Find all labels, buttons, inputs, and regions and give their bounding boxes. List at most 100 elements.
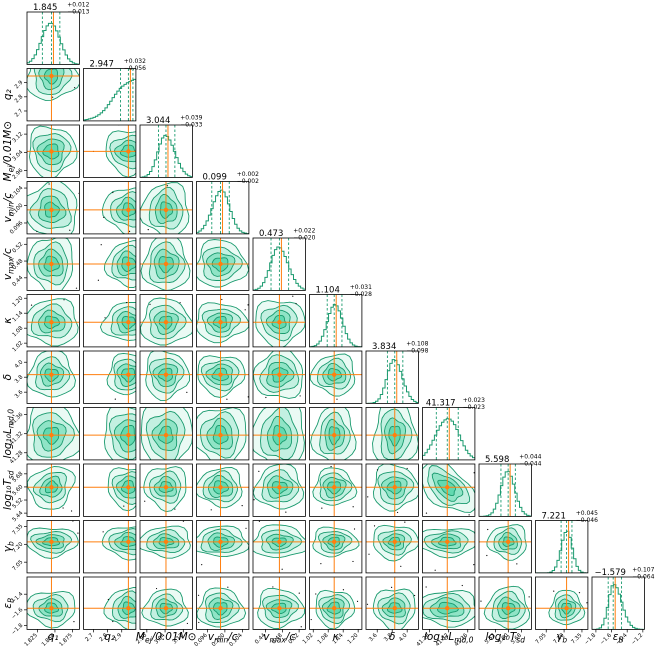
contour-panel-6-0: 3.6 3.8 4.0 <box>14 350 80 404</box>
sample-point-3-1-4 <box>128 230 131 232</box>
histogram-6 <box>366 359 419 404</box>
sample-point-10-1-2 <box>137 625 138 626</box>
sample-point-3-0-3 <box>36 230 38 233</box>
y-tick-label-1-0: 2.7 <box>14 108 25 119</box>
sample-point-1-0-0 <box>35 58 36 59</box>
param-plus-9: +0.045 <box>576 510 598 517</box>
contour-panel-4-2 <box>139 237 193 291</box>
contour-panel-10-4: 0.44 0.48 0.52 <box>252 576 306 645</box>
y-axis-label-10: εB <box>2 598 16 609</box>
sample-point-6-4-1 <box>299 395 301 397</box>
sample-point-3-2-0 <box>199 208 200 209</box>
sample-point-9-4-4 <box>306 535 307 536</box>
sample-point-1-0-3 <box>74 87 76 89</box>
contour-panel-6-3 <box>196 350 250 404</box>
x-tick-label-5-3: 1.20 <box>347 632 360 645</box>
sample-point-10-6-3 <box>366 603 369 605</box>
panel-frame-6-4 <box>252 350 306 404</box>
hist-panel-1: 2.947 +0.032−0.056 <box>83 58 146 122</box>
panel-frame-7-5 <box>309 407 363 461</box>
y-tick-label-6-2: 4.0 <box>14 359 25 370</box>
truth-point-10-6 <box>392 606 397 611</box>
x-tick-label-1-2: 2.9 <box>113 632 124 643</box>
sample-point-4-3-0 <box>256 269 257 270</box>
param-title-0: 1.845 <box>33 3 57 13</box>
sample-point-6-0-4 <box>16 388 17 389</box>
sample-point-10-6-0 <box>419 606 420 607</box>
panel-frame-8-4 <box>252 463 306 517</box>
sample-point-10-8-0 <box>532 606 533 607</box>
panel-frame-5-5 <box>309 294 363 348</box>
truth-point-10-4 <box>277 606 282 611</box>
sample-point-9-7-2 <box>434 569 436 571</box>
truth-point-6-2 <box>163 372 169 377</box>
panel-frame-3-3 <box>196 181 250 235</box>
histogram-5 <box>309 304 362 347</box>
contour-panel-4-3 <box>196 237 257 291</box>
truth-point-4-3 <box>218 261 223 267</box>
sample-point-4-1-2 <box>136 291 137 292</box>
contour-panel-7-6 <box>365 407 419 461</box>
truth-point-10-8 <box>505 606 511 611</box>
sample-point-7-0-0 <box>91 417 92 418</box>
param-title-4: 0.473 <box>259 229 283 239</box>
panel-frame-9-9 <box>535 520 589 574</box>
contour-panel-3-2 <box>139 181 200 235</box>
truth-point-7-4 <box>277 432 282 438</box>
panel-frame-5-4 <box>252 294 306 348</box>
truth-point-7-5 <box>332 432 337 438</box>
sample-point-8-4-1 <box>253 499 255 501</box>
truth-point-8-7 <box>445 485 450 490</box>
y-axis-label-5: κ <box>2 317 14 324</box>
param-title-1: 2.947 <box>90 60 114 70</box>
panel-frame-9-4 <box>252 520 306 574</box>
sample-point-9-5-4 <box>353 528 356 530</box>
panel-frame-8-5 <box>309 463 363 517</box>
panel-frame-10-3 <box>196 576 250 630</box>
contour-panel-3-1 <box>83 181 137 235</box>
sample-point-8-5-3 <box>352 506 354 508</box>
contour-panel-7-2 <box>139 407 193 461</box>
sample-point-9-0-4 <box>77 532 79 534</box>
x-tick-label-9-0: 7.05 <box>535 632 548 645</box>
sample-point-7-0-4 <box>44 406 45 407</box>
contour-panel-8-1 <box>83 463 137 517</box>
sample-point-8-5-0 <box>330 466 332 468</box>
truth-point-6-3 <box>218 372 223 377</box>
truth-point-8-4 <box>277 485 282 490</box>
panel-frame-8-8 <box>478 463 532 517</box>
contour-panel-10-9: 7.05 7.20 7.35 <box>535 576 589 645</box>
sample-point-6-2-0 <box>186 391 188 393</box>
sample-point-8-4-0 <box>258 470 260 473</box>
sample-point-8-0-4 <box>70 510 73 512</box>
contour-panel-9-5 <box>309 520 363 574</box>
truth-point-6-1 <box>126 372 131 377</box>
panel-frame-8-6 <box>365 463 419 517</box>
x-tick-label-1-0: 2.7 <box>84 632 95 643</box>
x-tick-label-0-0: 1.825 <box>24 632 40 648</box>
sample-point-10-7-1 <box>477 600 478 601</box>
panel-frame-2-2 <box>139 124 193 178</box>
sample-point-9-8-2 <box>516 563 518 565</box>
contour-panel-9-3 <box>196 520 250 574</box>
truth-point-5-0 <box>49 319 54 325</box>
panel-frame-10-0 <box>26 576 80 630</box>
truth-point-7-6 <box>392 432 397 438</box>
sample-point-9-6-1 <box>400 565 402 567</box>
sample-point-5-3-3 <box>244 309 246 311</box>
truth-point-9-7 <box>445 539 450 545</box>
sample-point-10-5-0 <box>356 600 359 602</box>
contour-panel-9-2 <box>139 520 193 574</box>
panel-frame-4-3 <box>196 237 250 291</box>
panel-frame-9-5 <box>309 520 363 574</box>
hist-panel-4: 0.473 +0.022−0.020 <box>252 228 316 291</box>
panel-frame-9-2 <box>139 520 193 574</box>
contour-panel-9-8 <box>478 520 539 574</box>
panel-frame-7-7 <box>422 407 476 461</box>
x-axis-label-8: log₁₀Tsd <box>485 631 525 645</box>
sample-point-9-8-0 <box>538 541 539 542</box>
panel-frame-3-2 <box>139 181 193 235</box>
panel-frame-7-6 <box>365 407 419 461</box>
sample-point-7-4-1 <box>274 399 275 400</box>
